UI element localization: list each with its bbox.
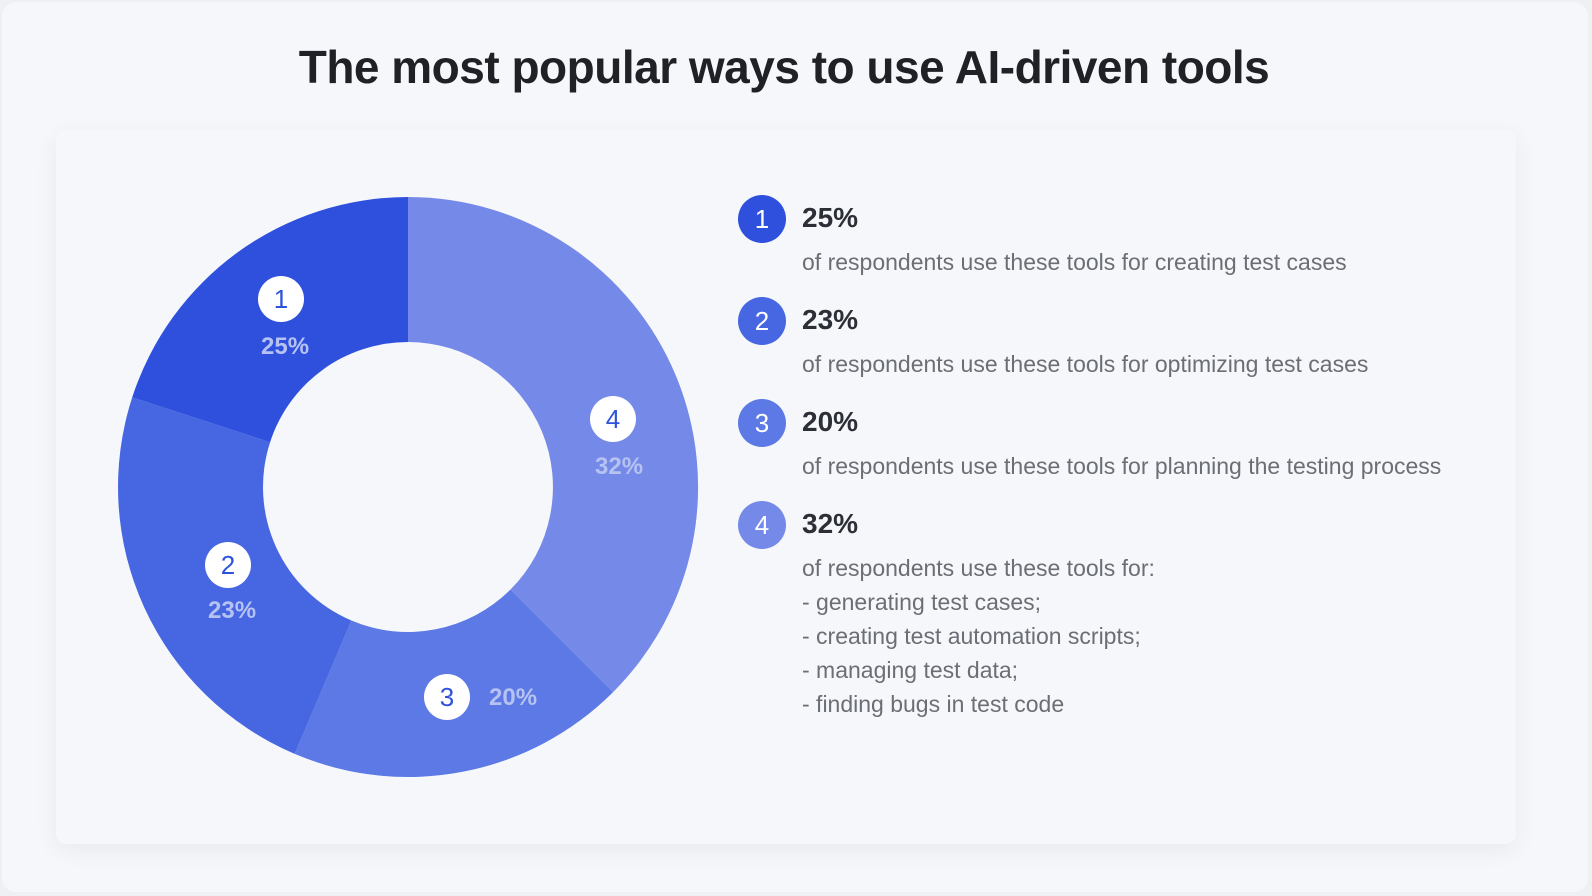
legend-desc-1: of respondents use these tools for creat… xyxy=(802,249,1347,275)
legend-item-4: 4 32% of respondents use these tools for… xyxy=(738,501,1478,721)
segment-2-percent: 23% xyxy=(208,597,257,624)
sublist-item: - generating test cases; xyxy=(802,589,1042,615)
legend-badge-2: 2 xyxy=(738,297,786,345)
legend-sublist-4: - generating test cases; - creating test… xyxy=(802,585,1478,721)
legend-desc-2: of respondents use these tools for optim… xyxy=(802,351,1369,377)
legend-percent-3: 20% xyxy=(802,406,859,437)
legend-badge-4: 4 xyxy=(738,501,786,549)
segment-3-percent: 20% xyxy=(489,684,538,711)
segment-3-number: 3 xyxy=(424,674,470,720)
segment-2-number: 2 xyxy=(205,542,251,588)
segment-4 xyxy=(408,196,699,693)
chart-title: The most popular ways to use AI-driven t… xyxy=(298,41,1270,93)
sublist-item: - managing test data; xyxy=(802,657,1019,683)
sublist-item: - creating test automation scripts; xyxy=(802,623,1141,649)
segment-4-number: 4 xyxy=(590,396,636,442)
legend-percent-4: 32% xyxy=(802,508,859,539)
legend-item-1: 1 25% of respondents use these tools for… xyxy=(738,195,1478,279)
legend-item-2: 2 23% of respondents use these tools for… xyxy=(738,297,1478,381)
legend: 1 25% of respondents use these tools for… xyxy=(738,195,1478,739)
legend-item-3: 3 20% of respondents use these tools for… xyxy=(738,399,1478,483)
sublist-item: - finding bugs in test code xyxy=(802,691,1065,717)
segment-4-percent: 32% xyxy=(595,453,644,480)
legend-percent-2: 23% xyxy=(802,304,859,335)
segment-1-percent: 25% xyxy=(261,333,310,360)
legend-badge-1: 1 xyxy=(738,195,786,243)
legend-desc-3: of respondents use these tools for plann… xyxy=(802,453,1442,479)
legend-badge-3: 3 xyxy=(738,399,786,447)
legend-percent-1: 25% xyxy=(802,202,859,233)
segment-1-number: 1 xyxy=(258,276,304,322)
legend-desc-4: of respondents use these tools for: xyxy=(802,555,1155,581)
